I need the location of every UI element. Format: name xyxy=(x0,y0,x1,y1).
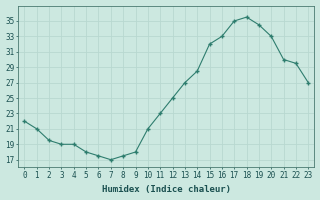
X-axis label: Humidex (Indice chaleur): Humidex (Indice chaleur) xyxy=(102,185,231,194)
